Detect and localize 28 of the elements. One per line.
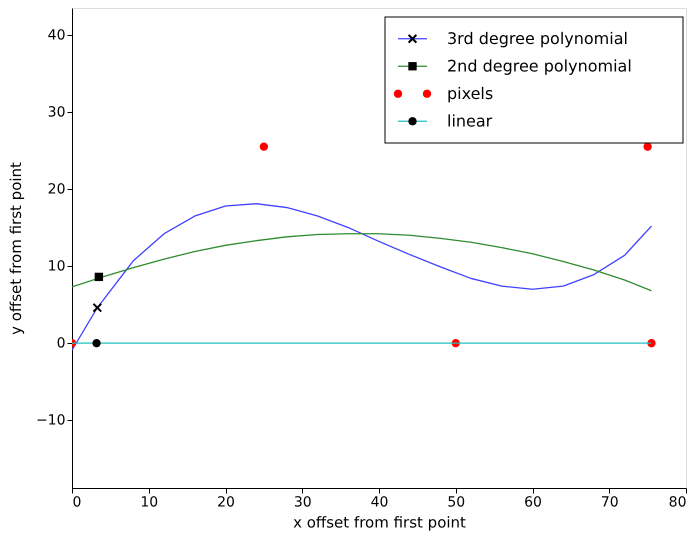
point: [94, 272, 104, 282]
y-tick-label: −10: [36, 412, 66, 429]
x-tick-label: 50: [447, 494, 466, 510]
legend-label: linear: [447, 111, 493, 130]
point: [92, 302, 102, 313]
legend-label: 2nd degree polynomial: [447, 56, 632, 76]
y-tick-label: 30: [48, 104, 66, 121]
legend-label: pixels: [447, 84, 494, 103]
x-tick-label: 60: [524, 494, 542, 510]
y-axis-title: y offset from first point: [6, 162, 25, 335]
x-tick-label: 70: [600, 494, 619, 510]
x-tick-label: 80: [668, 494, 686, 510]
point: [643, 142, 652, 151]
line-series: [72, 203, 652, 351]
legend-label: 3rd degree polynomial: [447, 28, 628, 48]
y-tick-label: 20: [48, 182, 66, 198]
x-axis-title: x offset from first point: [293, 514, 466, 532]
x-tick-label: 20: [217, 494, 235, 510]
x-tick-label: 40: [370, 494, 388, 510]
point: [260, 142, 268, 151]
x-tick-label: 30: [294, 494, 312, 510]
x-tick-label: 0: [72, 494, 82, 510]
y-tick-label: 40: [48, 27, 66, 44]
point: [92, 338, 101, 348]
y-tick-label: 0: [56, 336, 66, 352]
x-tick-label: 10: [140, 494, 158, 510]
line-series: [72, 233, 652, 292]
y-tick-label: 10: [48, 258, 66, 275]
